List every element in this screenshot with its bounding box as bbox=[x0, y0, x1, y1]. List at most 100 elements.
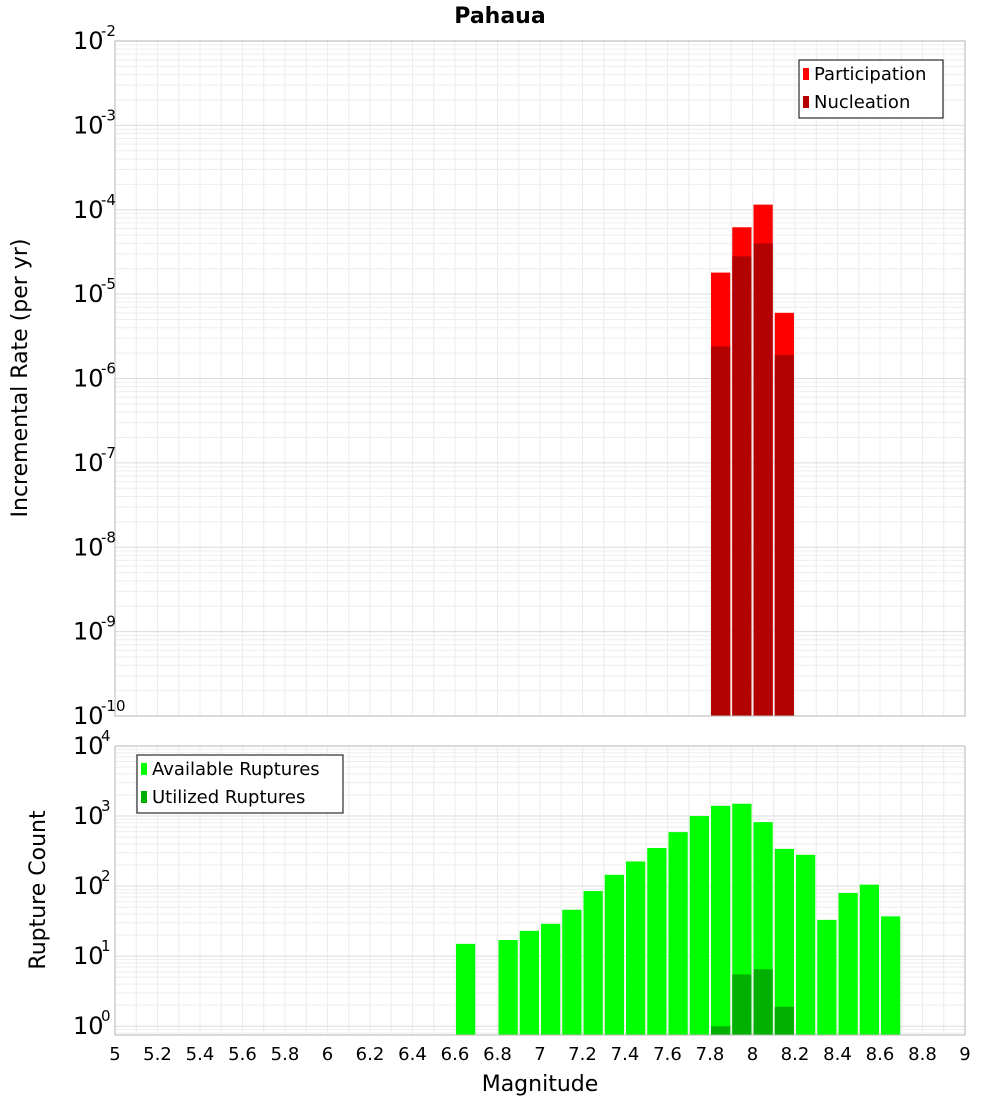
x-tick-label: 8 bbox=[747, 1044, 758, 1065]
y-tick-label: 10 bbox=[73, 533, 104, 561]
y-tick-exponent: 0 bbox=[101, 1007, 111, 1025]
legend-swatch bbox=[141, 763, 147, 775]
panel-incremental-rate: 10-1010-910-810-710-610-510-410-310-2Par… bbox=[73, 22, 966, 730]
bar-available-ruptures bbox=[562, 909, 582, 1035]
chart-title: Pahaua bbox=[454, 4, 545, 29]
x-tick-label: 5 bbox=[109, 1044, 120, 1065]
bar-available-ruptures bbox=[711, 805, 731, 1035]
y-tick-exponent: -3 bbox=[101, 106, 116, 124]
x-tick-label: 5.4 bbox=[186, 1044, 215, 1065]
y-tick-label: 10 bbox=[73, 365, 104, 393]
bar-available-ruptures bbox=[541, 923, 561, 1035]
bar-nucleation bbox=[753, 243, 773, 717]
bar-available-ruptures bbox=[626, 861, 646, 1035]
y-tick-label: 10 bbox=[73, 618, 104, 646]
y-tick-exponent: -9 bbox=[101, 613, 116, 631]
bar-available-ruptures bbox=[583, 891, 603, 1035]
legend-label: Utilized Ruptures bbox=[152, 787, 305, 808]
legend-label: Nucleation bbox=[814, 92, 910, 113]
x-tick-label: 5.2 bbox=[143, 1044, 172, 1065]
bar-available-ruptures bbox=[838, 892, 858, 1035]
bar-available-ruptures bbox=[859, 884, 879, 1035]
bar-available-ruptures bbox=[817, 919, 837, 1035]
x-tick-label: 9 bbox=[959, 1044, 970, 1065]
y-tick-exponent: -4 bbox=[101, 191, 116, 209]
plot-frame bbox=[114, 745, 966, 1036]
x-tick-label: 8.6 bbox=[866, 1044, 895, 1065]
bar-utilized-ruptures bbox=[732, 974, 752, 1035]
bar-utilized-ruptures bbox=[774, 1006, 794, 1035]
bar-available-ruptures bbox=[774, 848, 794, 1035]
y-tick-label: 10 bbox=[73, 802, 104, 830]
x-axis-label: Magnitude bbox=[482, 1072, 599, 1097]
bottom-y-axis-label: Rupture Count bbox=[26, 810, 51, 970]
bar-available-ruptures bbox=[796, 854, 816, 1035]
bars bbox=[711, 204, 794, 717]
legend-swatch bbox=[803, 96, 809, 108]
x-tick-label: 6.8 bbox=[483, 1044, 512, 1065]
legend-box bbox=[136, 754, 344, 814]
x-tick-label: 7 bbox=[534, 1044, 545, 1065]
y-tick-label: 10 bbox=[73, 872, 104, 900]
legend-swatch bbox=[141, 791, 147, 803]
bar-available-ruptures bbox=[647, 848, 667, 1035]
bar-nucleation bbox=[774, 354, 794, 716]
x-tick-label: 6.4 bbox=[398, 1044, 427, 1065]
legend-box bbox=[798, 59, 944, 119]
y-tick-exponent: -2 bbox=[101, 22, 116, 40]
bar-available-ruptures bbox=[498, 940, 518, 1035]
legend-label: Participation bbox=[814, 64, 926, 85]
x-tick-label: 6 bbox=[322, 1044, 333, 1065]
x-tick-label: 8.8 bbox=[908, 1044, 937, 1065]
y-tick-exponent: 1 bbox=[101, 937, 111, 955]
y-tick-exponent: -6 bbox=[101, 360, 116, 378]
y-tick-exponent: -10 bbox=[101, 697, 126, 715]
y-tick-label: 10 bbox=[73, 449, 104, 477]
y-tick-exponent: 2 bbox=[101, 867, 111, 885]
bar-available-ruptures bbox=[668, 832, 688, 1035]
x-tick-label: 7.2 bbox=[568, 1044, 597, 1065]
bar-nucleation bbox=[711, 346, 731, 716]
x-tick-label: 7.8 bbox=[696, 1044, 725, 1065]
legend-swatch bbox=[803, 68, 809, 80]
x-tick-label: 6.2 bbox=[356, 1044, 385, 1065]
plots-group: 10-1010-910-810-710-610-510-410-310-2Par… bbox=[73, 22, 971, 1065]
x-tick-label: 5.8 bbox=[271, 1044, 300, 1065]
bar-utilized-ruptures bbox=[711, 1026, 731, 1035]
top-y-axis-label: Incremental Rate (per yr) bbox=[8, 239, 33, 518]
y-tick-label: 10 bbox=[73, 196, 104, 224]
bar-available-ruptures bbox=[519, 930, 539, 1035]
bar-utilized-ruptures bbox=[753, 969, 773, 1035]
y-tick-exponent: 3 bbox=[101, 797, 111, 815]
y-tick-label: 10 bbox=[73, 111, 104, 139]
legend-label: Available Ruptures bbox=[152, 759, 320, 780]
x-tick-label: 8.2 bbox=[781, 1044, 810, 1065]
x-tick-labels: 5 5.2 5.4 5.6 5.8 6 6.2 6.4 6.6 6.8 7 7.2 7.4 7.6 7.8 8… bbox=[109, 1044, 970, 1065]
y-tick-label: 10 bbox=[73, 280, 104, 308]
plot-frame bbox=[114, 40, 966, 717]
grid bbox=[114, 40, 966, 717]
legend: Available Ruptures Utilized Ruptures bbox=[136, 754, 344, 814]
y-tick-exponent: -5 bbox=[101, 275, 116, 293]
y-tick-exponent: 4 bbox=[101, 727, 111, 745]
y-tick-exponent: -7 bbox=[101, 444, 116, 462]
y-tick-label: 10 bbox=[73, 942, 104, 970]
bar-available-ruptures bbox=[604, 874, 624, 1035]
y-tick-label: 10 bbox=[73, 702, 104, 730]
x-tick-label: 6.6 bbox=[441, 1044, 470, 1065]
x-tick-label: 7.6 bbox=[653, 1044, 682, 1065]
x-tick-label: 7.4 bbox=[611, 1044, 640, 1065]
legend: Participation Nucleation bbox=[798, 59, 944, 119]
y-tick-label: 10 bbox=[73, 732, 104, 760]
x-tick-label: 5.6 bbox=[228, 1044, 257, 1065]
y-tick-exponent: -8 bbox=[101, 528, 116, 546]
bar-available-ruptures bbox=[689, 816, 709, 1035]
y-tick-label: 10 bbox=[73, 27, 104, 55]
bar-available-ruptures bbox=[456, 943, 476, 1035]
bar-available-ruptures bbox=[881, 916, 901, 1035]
y-tick-label: 10 bbox=[73, 1012, 104, 1040]
